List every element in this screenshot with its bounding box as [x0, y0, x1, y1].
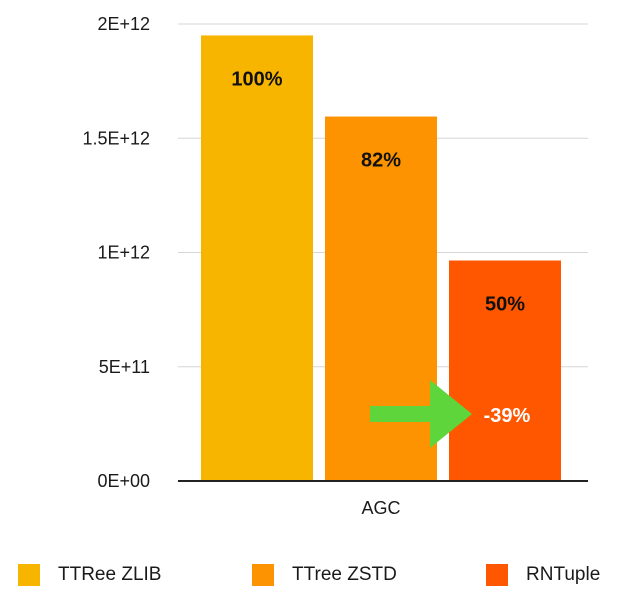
x-category-label: AGC [361, 498, 400, 518]
data-label: 50% [485, 293, 525, 315]
data-labels: 100% 82% 50% [231, 68, 525, 315]
legend-label: TTRee ZLIB [58, 564, 162, 585]
legend-swatch [18, 564, 40, 586]
bar-ttree-zlib [201, 35, 313, 482]
legend-item-rntuple: RNTuple [486, 564, 600, 586]
x-axis-categories: AGC [361, 498, 400, 518]
y-tick-label: 1.5E+12 [82, 128, 150, 148]
arrow-icon [370, 380, 472, 448]
annotation-label: -39% [484, 405, 531, 427]
data-label: 82% [361, 150, 401, 172]
legend-swatch [486, 564, 508, 586]
legend: TTRee ZLIB TTree ZSTD RNTuple [0, 564, 618, 594]
bar-chart: 0E+00 5E+11 1E+12 1.5E+12 2E+12 100% 82% 50% A… [82, 14, 588, 518]
y-tick-label: 5E+11 [99, 357, 150, 377]
annotation: -39% [370, 380, 531, 448]
y-tick-label: 1E+12 [97, 243, 150, 263]
y-axis-ticks: 0E+00 5E+11 1E+12 1.5E+12 2E+12 [82, 14, 150, 491]
y-tick-label: 0E+00 [97, 471, 150, 491]
legend-label: RNTuple [526, 564, 601, 585]
legend-swatch [252, 564, 274, 586]
bar-rntuple [449, 260, 561, 481]
data-label: 100% [231, 68, 282, 90]
legend-item-ttree-zstd: TTree ZSTD [252, 564, 397, 586]
legend-label: TTree ZSTD [292, 564, 397, 585]
legend-item-ttree-zlib: TTRee ZLIB [18, 564, 161, 586]
y-tick-label: 2E+12 [97, 14, 150, 34]
